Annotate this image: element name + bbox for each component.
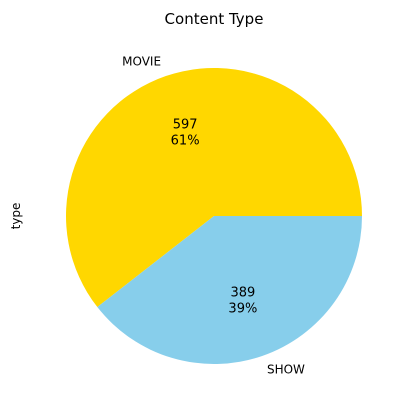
pie-slices bbox=[66, 68, 363, 364]
pie-slice-show bbox=[97, 216, 363, 364]
slice-label-movie: MOVIE bbox=[122, 55, 161, 69]
slice-percent-movie: 61% bbox=[171, 134, 200, 149]
slice-label-show: SHOW bbox=[267, 362, 305, 376]
y-axis-label: type bbox=[9, 203, 23, 230]
slice-value-movie: 597 bbox=[173, 118, 198, 133]
chart-title: Content Type bbox=[165, 10, 264, 28]
pie-slice-movie bbox=[66, 68, 363, 308]
slice-value-show: 389 bbox=[230, 285, 255, 300]
slice-percent-show: 39% bbox=[228, 301, 257, 316]
pie-slice-labels: MOVIE SHOW bbox=[122, 55, 305, 377]
